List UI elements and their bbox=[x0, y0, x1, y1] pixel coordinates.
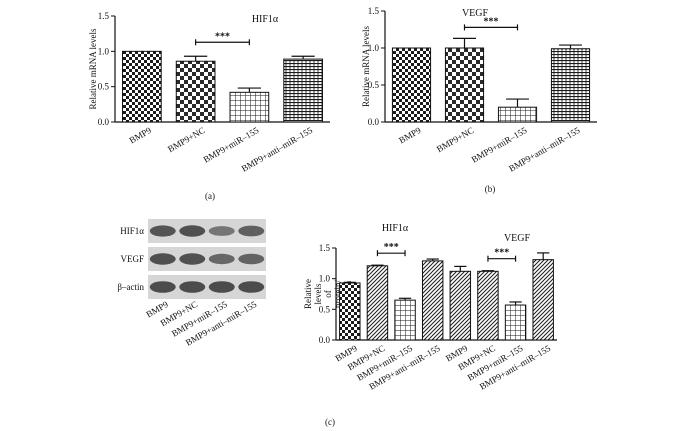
chart-c-significance-stars: *** bbox=[384, 242, 399, 253]
chart-b-ytick-label: 0.5 bbox=[368, 80, 380, 90]
blot-band bbox=[238, 281, 265, 293]
blot-row-label: HIF1α bbox=[120, 226, 144, 236]
chart-c-ytick-label: 1.5 bbox=[319, 243, 331, 253]
chart-a-ytick-label: 0.5 bbox=[98, 82, 110, 92]
chart-c-bar bbox=[532, 259, 554, 341]
chart-b-ytick-label: 1.0 bbox=[368, 43, 380, 53]
chart-a-category-label: BMP9 bbox=[128, 125, 154, 146]
chart-b-ytick-label: 0.0 bbox=[368, 117, 380, 127]
chart-a-bar bbox=[283, 58, 323, 123]
blot-band bbox=[179, 225, 206, 237]
chart-a-title: HIF1α bbox=[252, 14, 279, 25]
chart-a-bar bbox=[229, 91, 270, 123]
chart-a-ytick-label: 1.5 bbox=[98, 11, 110, 21]
chart-b-category-label: BMP9 bbox=[397, 125, 423, 146]
chart-c-bar bbox=[421, 260, 444, 341]
blot-band bbox=[149, 253, 176, 265]
blot-row-label: β–actin bbox=[117, 282, 144, 292]
chart-c-ytick-label: 1.0 bbox=[319, 274, 331, 284]
chart-b-title: VEGF bbox=[462, 8, 489, 19]
chart-c-bar bbox=[394, 299, 416, 341]
western-blot: HIF1αVEGFβ–actinBMP9BMP9+NCBMP9+miR–155B… bbox=[117, 219, 266, 348]
blot-band bbox=[208, 281, 235, 293]
chart-b-bar bbox=[550, 48, 591, 123]
chart-c-title-hif1a: HIF1α bbox=[382, 223, 409, 234]
blot-row-label: VEGF bbox=[120, 254, 144, 264]
chart-c-bar bbox=[504, 304, 527, 341]
chart-a-ytick-label: 1.0 bbox=[98, 46, 110, 56]
chart-c-bar bbox=[339, 282, 361, 341]
chart-c-bar bbox=[449, 270, 472, 341]
chart-c-title-vegf: VEGF bbox=[504, 233, 531, 244]
panel-label-a: (a) bbox=[205, 191, 215, 201]
chart-b-bar bbox=[444, 47, 485, 123]
panel-label-b: (b) bbox=[485, 184, 496, 194]
blot-band bbox=[149, 281, 176, 293]
blot-band bbox=[208, 226, 235, 236]
chart-vegf-mrna: 0.0 0.5 1.0 1.5 Relative mRNA levels BMP9 BMP9… bbox=[361, 6, 597, 174]
chart-protein-levels: 0.00.51.01.5Relativelevelsofprotein/β–ac… bbox=[303, 223, 557, 392]
blot-band bbox=[238, 225, 265, 237]
blot-band bbox=[208, 253, 235, 265]
chart-a-bar bbox=[122, 50, 162, 123]
chart-a-bar bbox=[175, 60, 216, 123]
panel-label-c: (c) bbox=[325, 417, 335, 427]
chart-c-ytick-label: 0.5 bbox=[319, 304, 331, 314]
chart-c-bar bbox=[366, 265, 389, 341]
chart-b-ytick-label: 1.5 bbox=[368, 6, 380, 16]
blot-band bbox=[238, 253, 265, 265]
chart-a-ytick-label: 0.0 bbox=[98, 117, 110, 127]
chart-b-bar bbox=[391, 47, 432, 123]
chart-c-ytick-label: 0.0 bbox=[319, 335, 331, 345]
chart-b-category-label: BMP9+NC bbox=[435, 125, 476, 154]
blot-band bbox=[179, 281, 206, 293]
blot-band bbox=[179, 253, 206, 265]
chart-c-significance-stars: *** bbox=[494, 248, 509, 259]
chart-c-bar bbox=[477, 270, 499, 341]
blot-band bbox=[149, 225, 176, 237]
chart-a-significance-stars: *** bbox=[215, 31, 230, 42]
chart-b-ylabel: Relative mRNA levels bbox=[361, 26, 371, 107]
chart-b-bar bbox=[497, 106, 538, 123]
chart-a-category-label: BMP9+NC bbox=[166, 125, 207, 154]
chart-b-significance-stars: *** bbox=[484, 16, 499, 27]
chart-a-ylabel: Relative mRNA levels bbox=[88, 28, 98, 109]
